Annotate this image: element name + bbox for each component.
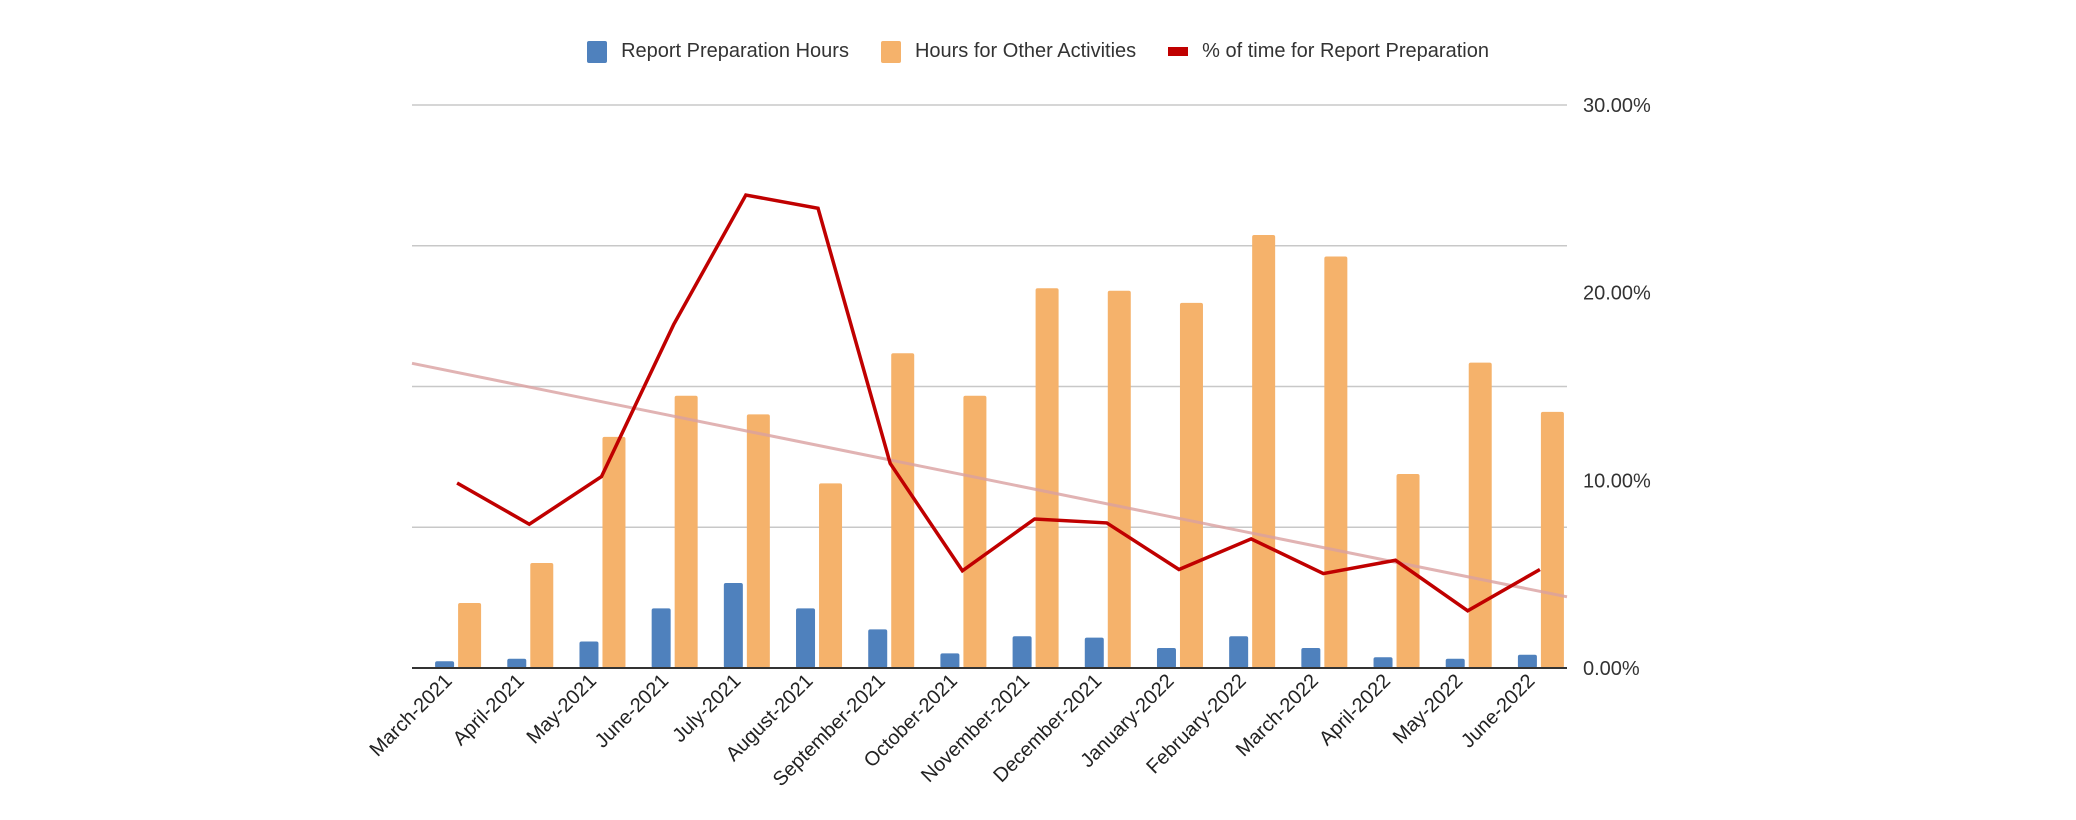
line-percent-report	[456, 193, 1541, 613]
legend-item-percent[interactable]: % of time for Report Preparation	[1168, 40, 1489, 63]
bar-report-hours	[723, 582, 743, 668]
bar-other-hours	[602, 436, 626, 668]
bar-other-hours	[891, 353, 915, 668]
right-axis-tick-label: 20.00%	[1583, 283, 1651, 305]
legend-label: Report Preparation Hours	[621, 40, 849, 62]
bar-other-hours	[674, 395, 698, 668]
bar-report-hours	[1301, 648, 1321, 668]
x-axis-tick-label: June-2022	[1457, 670, 1539, 752]
legend-item-report-hours[interactable]: Report Preparation Hours	[587, 40, 849, 63]
bar-report-hours	[507, 658, 527, 668]
x-axis-tick-label: May-2022	[1389, 670, 1467, 748]
x-axis-tick-label: July-2021	[669, 670, 746, 747]
right-axis-tick-label: 30.00%	[1583, 95, 1651, 117]
bar-other-hours	[458, 602, 482, 668]
right-axis-tick-label: 10.00%	[1583, 470, 1651, 492]
bar-report-hours	[1229, 636, 1249, 668]
x-axis-tick-label: March-2021	[366, 670, 457, 761]
bar-other-hours	[1540, 411, 1564, 668]
legend-item-other-hours[interactable]: Hours for Other Activities	[880, 40, 1137, 63]
bar-report-hours	[435, 661, 455, 668]
bar-report-hours	[1084, 637, 1104, 668]
bar-report-hours	[868, 629, 888, 668]
right-axis-tick-label: 0.00%	[1583, 658, 1640, 680]
bar-other-hours	[819, 483, 843, 668]
bar-other-hours	[530, 563, 554, 668]
trendline	[411, 361, 1568, 599]
bar-report-hours	[1373, 657, 1393, 668]
bar-report-hours	[1517, 654, 1537, 668]
legend-swatch-orange	[880, 40, 901, 63]
x-axis-tick-label: May-2021	[523, 670, 601, 748]
x-axis-tick-label: April-2022	[1315, 670, 1395, 750]
legend-label: Hours for Other Activities	[914, 40, 1137, 62]
bar-report-hours	[579, 641, 599, 668]
bar-report-hours	[940, 653, 960, 668]
bar-other-hours	[1035, 288, 1059, 668]
x-axis-tick-label: June-2021	[591, 670, 673, 752]
bar-other-hours	[1468, 362, 1492, 668]
legend-label: % of time for Report Preparation	[1202, 40, 1489, 62]
bar-other-hours	[963, 395, 987, 668]
bar-report-hours	[796, 608, 816, 668]
legend-swatch-red	[1168, 47, 1189, 56]
bar-other-hours	[1252, 235, 1276, 669]
bar-report-hours	[1012, 636, 1032, 668]
bar-other-hours	[1324, 256, 1348, 668]
bar-other-hours	[1179, 302, 1203, 668]
bar-other-hours	[1107, 290, 1131, 668]
legend-swatch-blue	[587, 40, 608, 63]
bar-report-hours	[1156, 648, 1176, 668]
bar-other-hours	[746, 414, 770, 668]
x-axis-tick-label: April-2021	[449, 670, 529, 750]
bar-report-hours	[651, 608, 671, 668]
legend: Report Preparation Hours Hours for Other…	[0, 40, 2076, 63]
bar-report-hours	[1445, 658, 1465, 668]
